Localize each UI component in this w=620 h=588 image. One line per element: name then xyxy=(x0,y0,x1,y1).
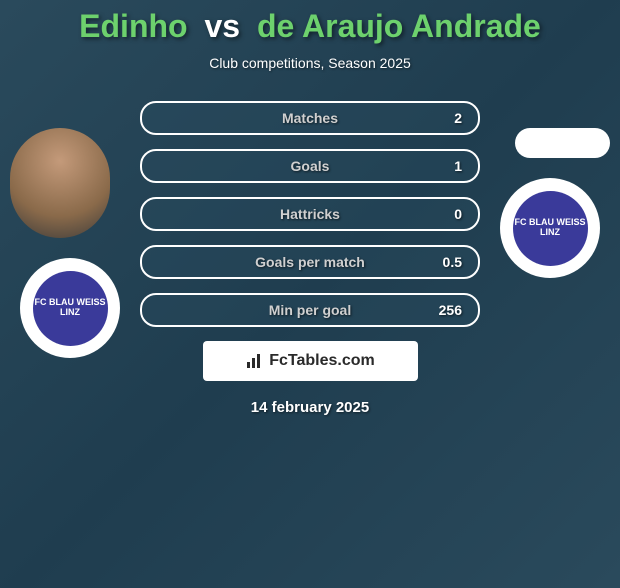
player1-avatar xyxy=(10,128,110,238)
stat-value-right: 256 xyxy=(439,302,462,318)
player1-club-badge: FC BLAU WEISS LINZ xyxy=(20,258,120,358)
club-badge-inner-left: FC BLAU WEISS LINZ xyxy=(33,271,108,346)
player1-name: Edinho xyxy=(79,8,187,44)
stat-value-right: 1 xyxy=(454,158,462,174)
page-title: Edinho vs de Araujo Andrade xyxy=(0,8,620,45)
stat-label: Goals xyxy=(291,158,330,174)
stat-value-right: 2 xyxy=(454,110,462,126)
stat-row-goals-per-match: Goals per match 0.5 xyxy=(140,245,480,279)
stat-value-right: 0 xyxy=(454,206,462,222)
stat-label: Goals per match xyxy=(255,254,365,270)
stat-value-right: 0.5 xyxy=(443,254,462,270)
comparison-card: Edinho vs de Araujo Andrade Club competi… xyxy=(0,8,620,588)
date-label: 14 february 2025 xyxy=(0,399,620,416)
stat-row-hattricks: Hattricks 0 xyxy=(140,197,480,231)
stat-label: Matches xyxy=(282,110,338,126)
stats-table: Matches 2 Goals 1 Hattricks 0 Goals per … xyxy=(140,101,480,327)
watermark: FcTables.com xyxy=(203,341,418,381)
stat-row-min-per-goal: Min per goal 256 xyxy=(140,293,480,327)
stat-label: Min per goal xyxy=(269,302,351,318)
player2-name: de Araujo Andrade xyxy=(257,8,541,44)
club-badge-inner-right: FC BLAU WEISS LINZ xyxy=(513,191,588,266)
player2-avatar xyxy=(515,128,610,158)
watermark-text: FcTables.com xyxy=(269,352,375,370)
player2-club-badge: FC BLAU WEISS LINZ xyxy=(500,178,600,278)
vs-text: vs xyxy=(204,8,240,44)
stat-row-goals: Goals 1 xyxy=(140,149,480,183)
subtitle: Club competitions, Season 2025 xyxy=(0,55,620,71)
stat-row-matches: Matches 2 xyxy=(140,101,480,135)
chart-icon xyxy=(245,352,263,370)
stat-label: Hattricks xyxy=(280,206,340,222)
